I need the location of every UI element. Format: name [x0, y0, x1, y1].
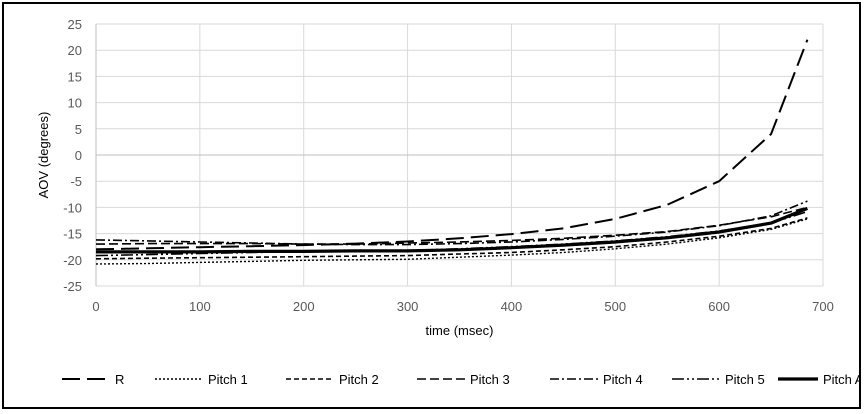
series-line-6 [96, 206, 809, 254]
legend-label-1: Pitch 1 [208, 372, 248, 387]
y-tick-label: -15 [63, 227, 82, 242]
legend-label-3: Pitch 3 [470, 372, 510, 387]
x-tick-label: 600 [708, 299, 730, 314]
chart-frame: -25 -20 -15 -10 -5 0 5 10 15 20 25 0 100 200 300 400 500… [2, 2, 861, 409]
x-tick-label: 400 [501, 299, 523, 314]
y-tick-label: -5 [70, 174, 82, 189]
series-line-1 [95, 218, 808, 265]
legend-label-2: Pitch 2 [339, 372, 379, 387]
legend-label-6: Pitch Avg [823, 372, 859, 387]
y-tick-label: -20 [63, 253, 82, 268]
y-tick-label: 0 [75, 148, 82, 163]
x-tick-label: 300 [397, 299, 419, 314]
legend-label-5: Pitch 5 [725, 372, 765, 387]
series-line-0 [95, 39, 809, 251]
axes [95, 24, 823, 286]
y-axis-title: AOV (degrees) [36, 112, 51, 199]
y-tick-label: 5 [75, 122, 82, 137]
tick-labels: -25 -20 -15 -10 -5 0 5 10 15 20 25 0 100 200 300 400 500… [63, 17, 834, 314]
y-tick-label: 25 [68, 17, 82, 32]
y-tick-label: 15 [68, 69, 82, 84]
x-tick-label: 100 [189, 299, 211, 314]
y-tick-label: 10 [68, 96, 82, 111]
x-tick-label: 0 [92, 299, 99, 314]
y-tick-label: -10 [63, 200, 82, 215]
legend-label-4: Pitch 4 [603, 372, 643, 387]
x-tick-label: 500 [604, 299, 626, 314]
legend: R Pitch 1 Pitch 2 Pitch 3 Pitch 4 Pitch 5 Pitc… [62, 372, 859, 387]
x-tick-label: 200 [293, 299, 315, 314]
x-tick-label: 700 [812, 299, 834, 314]
legend-label-0: R [115, 372, 124, 387]
series-lines [95, 39, 809, 265]
series-line-4 [95, 200, 808, 246]
series-line-2 [95, 217, 808, 260]
y-tick-label: 20 [68, 43, 82, 58]
series-line-3 [95, 206, 808, 245]
x-axis-title: time (msec) [426, 323, 494, 338]
y-tick-label: -25 [63, 279, 82, 294]
aov-line-chart: -25 -20 -15 -10 -5 0 5 10 15 20 25 0 100 200 300 400 500… [36, 17, 859, 387]
